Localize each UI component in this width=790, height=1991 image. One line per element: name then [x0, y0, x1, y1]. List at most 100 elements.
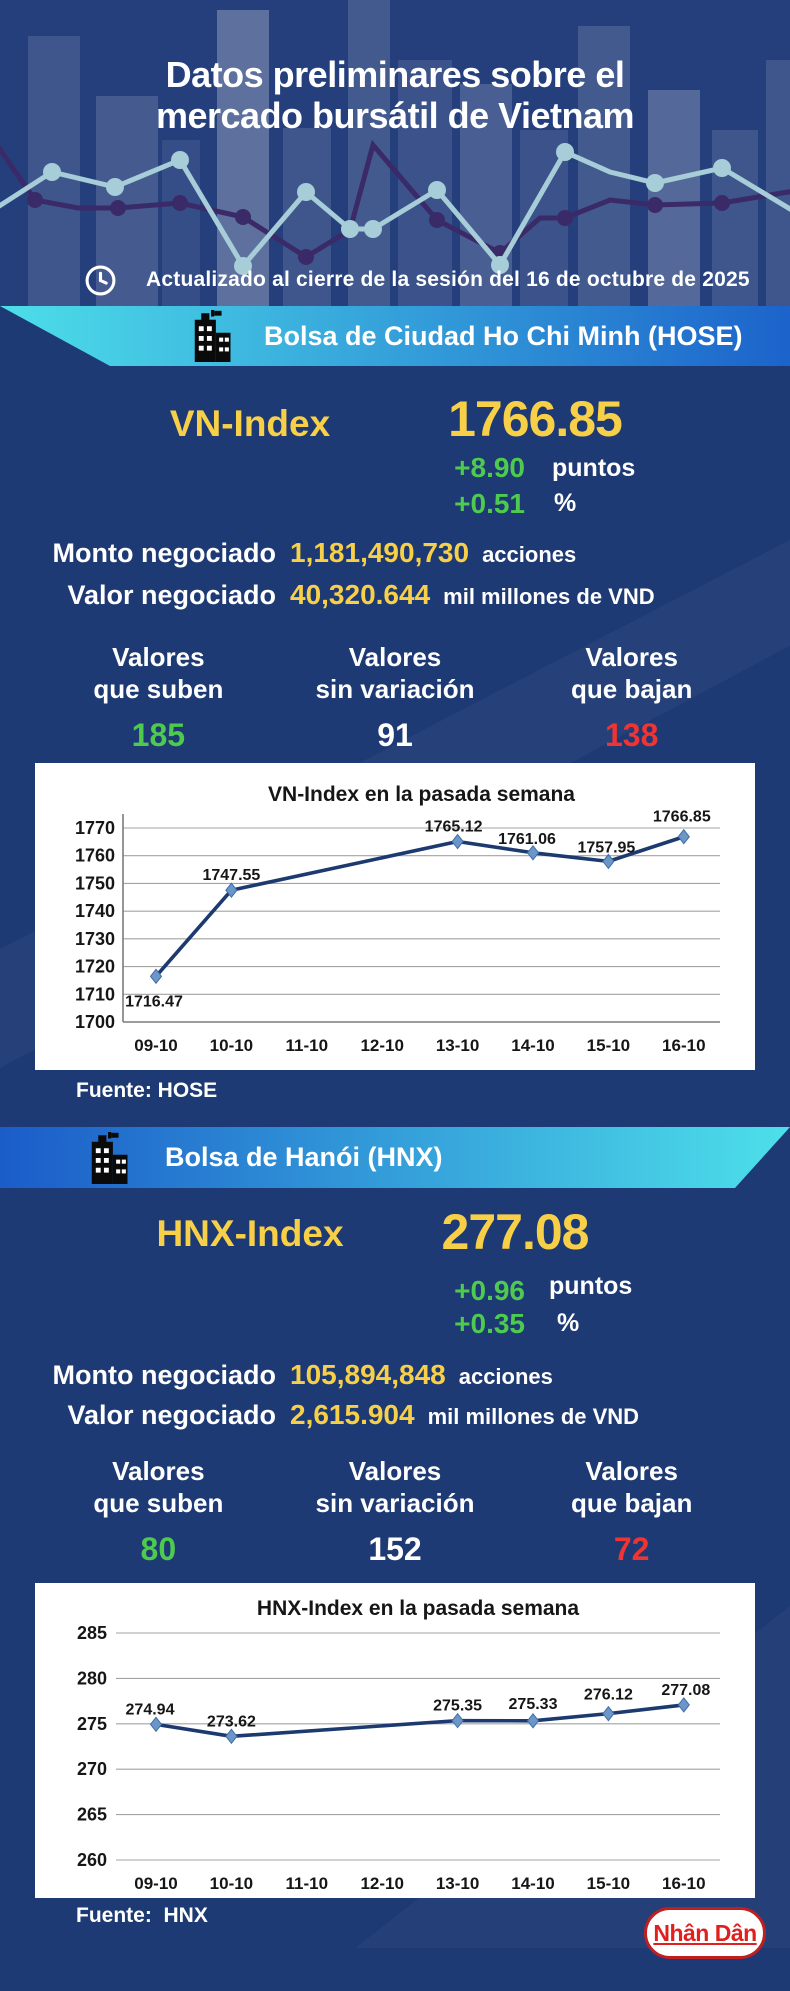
advancers-count: 80 [140, 1531, 177, 1567]
svg-text:10-10: 10-10 [210, 1036, 253, 1055]
svg-text:1730: 1730 [75, 929, 115, 949]
svg-text:260: 260 [77, 1850, 107, 1870]
svg-text:1700: 1700 [75, 1012, 115, 1032]
clock-icon [85, 265, 116, 296]
hose-value-row: Valor negociado 40,320.644 mil millones … [0, 579, 790, 611]
breadth-label: que suben [93, 674, 224, 704]
svg-text:1760: 1760 [75, 846, 115, 866]
hnx-index-label: HNX-Index [156, 1213, 344, 1254]
svg-text:16-10: 16-10 [662, 1874, 705, 1893]
vn-index-chart-panel: 1770 1760 1750 1740 1730 1720 1710 1700 09-10 10-… [35, 763, 755, 1070]
decliners-count: 138 [604, 717, 659, 753]
svg-text:09-10: 09-10 [134, 1874, 177, 1893]
svg-text:10-10: 10-10 [210, 1874, 253, 1893]
breadth-label: que bajan [571, 1488, 693, 1518]
svg-text:1747.55: 1747.55 [202, 867, 260, 884]
hnx-source: Fuente: HNX [76, 1904, 208, 1927]
vn-change-percent: +0.51 [454, 488, 525, 519]
svg-text:16-10: 16-10 [662, 1036, 705, 1055]
vn-change-points: +8.90 [454, 452, 525, 483]
hnx-points-unit: puntos [549, 1272, 633, 1300]
hose-banner: Bolsa de Ciudad Ho Chi Minh (HOSE) [0, 306, 790, 366]
svg-text:1757.95: 1757.95 [577, 839, 635, 856]
vn-index-label: VN-Index [169, 403, 331, 444]
svg-text:VN-Index en la pasada semana: VN-Index en la pasada semana [268, 783, 575, 806]
value-label: Valor negociado [67, 580, 276, 610]
unchanged-count: 91 [377, 717, 413, 753]
hnx-volume-row: Monto negociado 105,894,848 acciones [0, 1359, 790, 1391]
volume-label: Monto negociado [52, 1360, 276, 1390]
decliners-count: 72 [613, 1531, 650, 1567]
svg-text:270: 270 [77, 1759, 107, 1779]
volume-value: 1,181,490,730 [290, 537, 470, 568]
svg-text:280: 280 [77, 1668, 107, 1688]
svg-text:275.33: 275.33 [509, 1696, 558, 1713]
vn-points-unit: puntos [552, 454, 636, 482]
hnx-index-value: 277.08 [441, 1204, 590, 1260]
svg-text:265: 265 [77, 1805, 107, 1825]
svg-text:1710: 1710 [75, 984, 115, 1004]
hnx-breadth-row: Valores que suben 80 Valores sin variaci… [40, 1455, 750, 1568]
advancers-count: 185 [131, 717, 186, 753]
svg-text:285: 285 [77, 1623, 107, 1643]
hnx-index-chart: 285 280 275 270 265 260 09-10 10-10 11-10 12-10 13… [77, 1597, 720, 1893]
svg-text:1765.12: 1765.12 [425, 819, 483, 836]
breadth-label: Valores [585, 642, 678, 672]
breadth-label: sin variación [315, 1488, 475, 1518]
value-label: Valor negociado [67, 1400, 276, 1430]
hose-unchanged: Valores sin variación 91 [277, 641, 514, 754]
header: Datos preliminares sobre el mercado burs… [0, 0, 790, 306]
svg-text:1750: 1750 [75, 873, 115, 893]
breadth-label: Valores [585, 1456, 678, 1486]
hose-advancers: Valores que suben 185 [40, 641, 277, 754]
svg-text:1740: 1740 [75, 901, 115, 921]
svg-text:11-10: 11-10 [286, 1036, 329, 1055]
building-icon [91, 1131, 128, 1184]
breadth-label: Valores [112, 642, 205, 672]
nhan-dan-logo-text: Nhân Dân [653, 1919, 757, 1946]
unchanged-count: 152 [368, 1531, 422, 1567]
svg-text:277.08: 277.08 [661, 1682, 710, 1699]
svg-text:276.12: 276.12 [584, 1687, 633, 1704]
breadth-label: que bajan [571, 674, 693, 704]
svg-text:1770: 1770 [75, 818, 115, 838]
value-value: 40,320.644 [290, 579, 431, 610]
svg-text:12-10: 12-10 [360, 1874, 403, 1893]
page-title: Datos preliminares sobre el mercado burs… [0, 54, 790, 136]
svg-text:13-10: 13-10 [436, 1874, 479, 1893]
svg-text:14-10: 14-10 [511, 1036, 554, 1055]
vn-index-value: 1766.85 [448, 391, 623, 447]
volume-unit: acciones [482, 542, 577, 567]
breadth-label: Valores [348, 642, 442, 672]
svg-text:275.35: 275.35 [433, 1698, 482, 1715]
value-unit: mil millones de VND [443, 584, 655, 609]
svg-text:09-10: 09-10 [134, 1036, 177, 1055]
volume-unit: acciones [458, 1364, 553, 1389]
page-title-line1: Datos preliminares sobre el [165, 54, 625, 95]
hnx-change-points: +0.96 [454, 1275, 525, 1306]
svg-text:1761.06: 1761.06 [498, 831, 556, 848]
breadth-label: Valores [348, 1456, 442, 1486]
hnx-banner-label: Bolsa de Hanói (HNX) [165, 1142, 443, 1172]
update-text: Actualizado al cierre de la sesión del 1… [146, 268, 750, 291]
value-value: 2,615.904 [290, 1399, 415, 1430]
svg-text:13-10: 13-10 [436, 1036, 479, 1055]
page-title-line2: mercado bursátil de Vietnam [155, 95, 635, 136]
breadth-label: que suben [93, 1488, 224, 1518]
value-unit: mil millones de VND [427, 1404, 640, 1429]
hose-source: Fuente: HOSE [76, 1079, 218, 1102]
hose-breadth-row: Valores que suben 185 Valores sin variac… [40, 641, 750, 754]
svg-text:12-10: 12-10 [360, 1036, 403, 1055]
update-row: Actualizado al cierre de la sesión del 1… [0, 262, 790, 302]
hnx-change-percent: +0.35 [454, 1308, 525, 1339]
svg-text:273.62: 273.62 [207, 1713, 256, 1730]
hnx-advancers: Valores que suben 80 [40, 1455, 277, 1568]
svg-text:1716.47: 1716.47 [125, 993, 183, 1010]
building-icon [194, 310, 231, 362]
hnx-index-chart-panel: 285 280 275 270 265 260 09-10 10-10 11-10 12-10 13… [35, 1583, 755, 1898]
volume-label: Monto negociado [52, 538, 276, 568]
svg-text:1766.85: 1766.85 [653, 809, 711, 826]
hose-decliners: Valores que bajan 138 [513, 641, 750, 754]
hnx-banner: Bolsa de Hanói (HNX) [0, 1127, 790, 1188]
